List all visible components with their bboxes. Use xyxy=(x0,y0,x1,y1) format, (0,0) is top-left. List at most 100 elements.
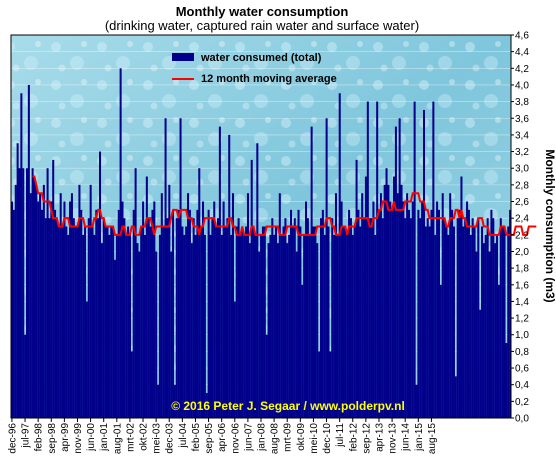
bar xyxy=(426,218,429,418)
bar xyxy=(411,201,414,418)
bar xyxy=(84,226,87,418)
bar xyxy=(188,209,191,418)
x-tick-label: apr-99 xyxy=(60,423,71,452)
bar xyxy=(185,226,188,418)
bar xyxy=(361,193,364,418)
bar xyxy=(381,218,384,418)
x-tick-label: jun-00 xyxy=(86,423,97,452)
bar xyxy=(31,168,34,418)
bar xyxy=(387,184,390,418)
y-tick-label: 4,0 xyxy=(515,80,529,91)
bar xyxy=(114,259,117,418)
bar xyxy=(140,226,143,418)
bar xyxy=(65,226,68,418)
bar xyxy=(417,209,420,418)
bar xyxy=(344,226,347,418)
x-tick-label: sep-98 xyxy=(47,423,58,454)
bar xyxy=(467,209,470,418)
bar xyxy=(265,334,268,418)
bar xyxy=(432,101,435,419)
bar xyxy=(415,384,418,418)
bar xyxy=(422,109,426,419)
bar xyxy=(211,218,214,418)
bar xyxy=(338,93,341,418)
y-tick-label: 4,2 xyxy=(515,64,529,75)
y-tick-label: 2,4 xyxy=(515,214,529,225)
bars-series xyxy=(11,68,512,419)
bar xyxy=(52,159,55,418)
bar xyxy=(108,234,111,418)
bar xyxy=(449,193,452,418)
x-tick-label: dec-10 xyxy=(322,423,333,454)
bar xyxy=(63,201,66,418)
bar xyxy=(312,226,315,418)
bar xyxy=(359,226,362,418)
x-tick-label: apr-06 xyxy=(217,423,228,452)
bar xyxy=(102,218,105,418)
bar xyxy=(254,234,257,418)
bar xyxy=(419,218,422,418)
bar xyxy=(464,218,467,418)
bar xyxy=(456,218,459,418)
bar xyxy=(194,234,197,418)
bar xyxy=(162,226,165,418)
y-tick-label: 2,8 xyxy=(515,180,529,191)
chart-subtitle: (drinking water, captured rain water and… xyxy=(105,18,419,33)
x-tick-label: aug-01 xyxy=(112,423,123,455)
x-tick-label: dec-96 xyxy=(7,423,18,454)
x-tick-label: jan-01 xyxy=(99,423,110,452)
bar xyxy=(132,209,135,418)
bar xyxy=(486,218,489,418)
bar xyxy=(290,209,293,418)
x-tick-label: sep-12 xyxy=(361,423,372,454)
bar xyxy=(196,209,199,418)
bar xyxy=(106,226,109,418)
bar xyxy=(121,201,124,418)
x-tick-label: jun-07 xyxy=(243,423,254,452)
bar xyxy=(400,184,403,418)
y-tick-label: 3,4 xyxy=(515,130,529,141)
x-tick-label: okt-09 xyxy=(296,423,307,451)
bar xyxy=(452,226,455,418)
bar xyxy=(18,168,21,418)
bar xyxy=(454,376,457,418)
bar xyxy=(306,218,309,418)
bar xyxy=(78,184,81,418)
bar xyxy=(93,234,96,418)
bar xyxy=(231,193,234,418)
bar xyxy=(136,243,139,418)
bar xyxy=(318,351,321,418)
bar xyxy=(209,234,212,418)
bar xyxy=(479,309,482,418)
bar xyxy=(469,234,472,418)
bar xyxy=(355,159,358,418)
chart-title: Monthly water consumption xyxy=(176,4,349,19)
bar xyxy=(233,301,236,418)
bar xyxy=(243,234,246,418)
y-tick-label: 4,4 xyxy=(515,47,529,58)
bar xyxy=(497,284,500,418)
legend-label-bars: water consumed (total) xyxy=(200,52,322,64)
bar xyxy=(177,209,180,418)
bar xyxy=(151,209,154,418)
bar xyxy=(85,301,88,418)
bar xyxy=(494,243,497,418)
bar xyxy=(207,209,210,418)
bar xyxy=(145,176,148,418)
bar xyxy=(42,184,45,418)
bar xyxy=(441,193,444,418)
bar xyxy=(160,193,163,418)
bar xyxy=(462,226,465,418)
bar xyxy=(70,193,73,418)
y-tick-label: 2,2 xyxy=(515,230,529,241)
bar xyxy=(269,234,272,418)
x-tick-label: aug-15 xyxy=(427,423,438,455)
bar xyxy=(27,84,30,419)
bar xyxy=(404,218,407,418)
bar xyxy=(57,226,60,418)
bar xyxy=(128,234,131,418)
bar xyxy=(340,201,343,418)
x-tick-label: jul-04 xyxy=(178,423,189,449)
bar xyxy=(310,126,313,418)
